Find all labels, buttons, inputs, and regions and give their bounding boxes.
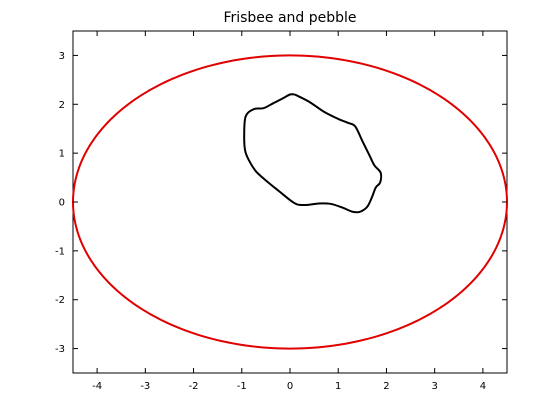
- x-tick-label: 2: [383, 381, 389, 392]
- x-tick-label: -1: [237, 381, 247, 392]
- y-tick-label: 3: [59, 51, 65, 62]
- x-tick-label: 4: [480, 381, 486, 392]
- y-tick-label: 2: [59, 100, 65, 111]
- y-tick-label: -1: [55, 246, 65, 257]
- plot-area: [72, 30, 508, 374]
- y-tick-label: 0: [59, 198, 65, 209]
- x-tick-label: 3: [431, 381, 437, 392]
- x-tick-label: -4: [92, 381, 102, 392]
- y-tick-label: -3: [55, 344, 65, 355]
- x-tick-label: 0: [287, 381, 293, 392]
- chart-title: Frisbee and pebble: [223, 10, 356, 26]
- series-line-pebble: [243, 93, 383, 214]
- y-tick-label: -2: [55, 295, 65, 306]
- x-tick-label: -2: [189, 381, 199, 392]
- ticks-layer: [73, 31, 507, 373]
- y-tick-label: 1: [59, 149, 65, 160]
- tick-labels-layer: -4 -3 -2 -1 0 1 2 3 4 -3 -2 -1 0 1 2 3: [55, 51, 486, 392]
- x-tick-label: -3: [140, 381, 150, 392]
- x-tick-label: 1: [335, 381, 341, 392]
